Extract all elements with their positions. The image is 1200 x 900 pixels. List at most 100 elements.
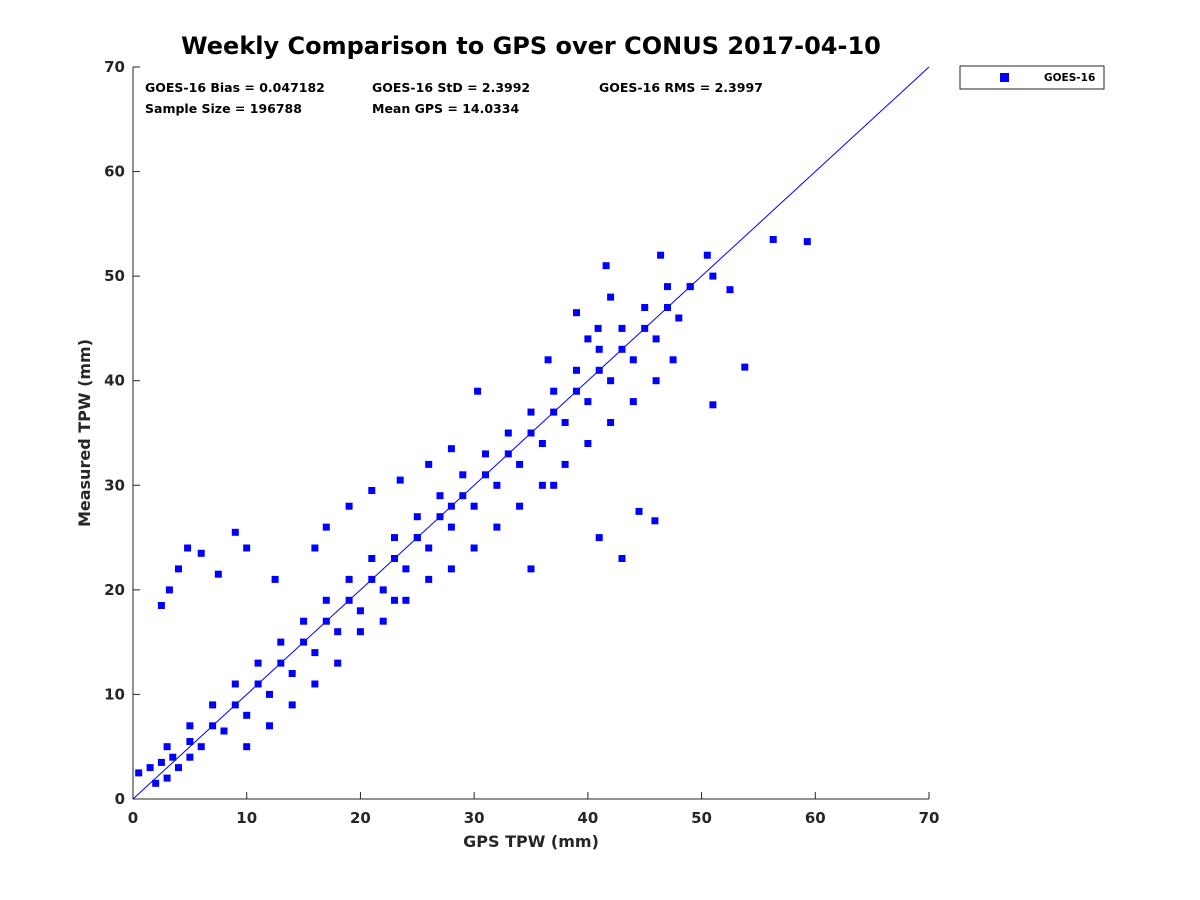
annotation-bias: GOES-16 Bias = 0.047182 [145,80,325,95]
data-point [550,387,558,395]
data-point [266,722,273,730]
data-point [493,481,501,489]
data-point [447,445,455,453]
data-point [146,764,154,772]
data-point [209,701,217,709]
data-point [474,387,482,395]
data-point [618,555,626,562]
data-point [607,377,615,385]
data-point [311,680,319,688]
stats-annotations: GOES-16 Bias = 0.047182 GOES-16 StD = 2.… [145,80,763,116]
data-point [482,450,489,458]
data-point [157,758,165,766]
data-point [516,502,524,510]
data-point [391,596,398,604]
data-point [334,659,342,667]
data-point [231,528,239,536]
data-point [561,460,569,468]
data-point [516,460,524,468]
annotation-sample-size: Sample Size = 196788 [145,101,302,116]
data-point [425,575,433,583]
data-point [186,753,194,761]
data-point [413,513,421,521]
data-point [527,408,535,416]
x-tick-label: 10 [236,809,257,827]
data-point [629,356,637,364]
data-point [163,774,171,782]
data-point [657,251,665,259]
legend-box [959,65,1105,90]
data-point [425,544,433,552]
legend: GOES-16 [959,65,1105,90]
data-point [186,738,194,745]
legend-square-marker-icon [1000,73,1009,82]
data-point [595,534,603,542]
data-point [311,544,319,552]
data-point [561,419,569,426]
data-point [254,659,262,667]
data-point [703,251,711,259]
data-point [741,363,749,371]
data-point [300,617,308,625]
data-point [266,690,273,698]
data-point [652,377,660,385]
ticks: 0 10 20 30 40 50 60 70 0 10 20 30 40 50 60 70 [104,58,939,827]
data-point [311,649,319,657]
x-axis-label: GPS TPW (mm) [463,832,599,851]
data-point [709,401,717,409]
x-tick-label: 30 [464,809,485,827]
data-point [356,607,364,615]
data-point [322,523,330,531]
data-point [271,575,279,583]
annotation-rms: GOES-16 RMS = 2.3997 [599,80,763,95]
data-point [214,570,222,578]
data-point [379,617,387,625]
data-point [726,286,734,294]
data-point [243,544,251,552]
y-tick-label: 60 [104,163,125,181]
data-point [584,440,592,447]
data-point [288,670,296,677]
data-point [602,262,610,270]
data-point [538,440,546,447]
data-point [152,779,160,787]
data-point [169,753,177,761]
data-point [470,544,478,552]
y-tick-label: 30 [104,476,125,494]
data-point [402,565,410,573]
data-point [584,335,592,343]
x-tick-label: 20 [350,809,371,827]
data-point [402,596,410,604]
data-point [425,460,433,468]
x-tick-label: 50 [691,809,712,827]
data-point [669,356,677,364]
y-tick-label: 0 [115,790,125,808]
data-point [135,769,143,777]
y-tick-label: 20 [104,581,125,599]
data-point [157,602,165,609]
x-tick-label: 40 [577,809,598,827]
data-point [288,701,296,709]
data-point [175,565,182,573]
data-point [368,487,376,494]
data-point [635,507,643,515]
data-point [664,283,671,291]
data-point [243,711,251,719]
data-point [544,356,552,364]
data-point [459,471,467,479]
data-point [573,309,580,317]
y-tick-label: 40 [104,372,125,390]
chart-title: Weekly Comparison to GPS over CONUS 2017… [181,32,881,60]
data-point [322,596,330,604]
data-point [550,481,558,489]
annotation-std: GOES-16 StD = 2.3992 [372,80,530,95]
data-point [629,398,637,406]
data-point [618,324,626,332]
data-point [163,743,171,751]
y-tick-label: 10 [104,685,125,703]
data-point [197,549,205,557]
axes [132,67,929,800]
data-point [165,586,173,594]
data-point [396,476,404,484]
